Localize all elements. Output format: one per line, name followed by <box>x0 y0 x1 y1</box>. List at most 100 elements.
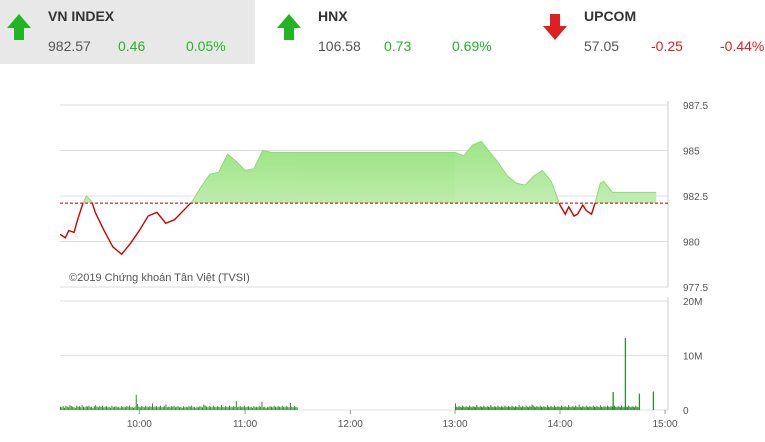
volume-bar <box>629 406 631 410</box>
volume-bar <box>66 406 68 410</box>
volume-bar <box>511 405 513 410</box>
ticker-name: UPCOM <box>584 8 637 24</box>
volume-bar <box>233 406 235 410</box>
x-tick-label: 15:00 <box>652 419 677 430</box>
volume-bar <box>193 406 195 410</box>
volume-bar <box>472 406 474 410</box>
volume-bar <box>510 407 512 410</box>
volume-bar <box>564 406 566 410</box>
volume-bar <box>515 406 517 410</box>
volume-bar <box>616 407 618 410</box>
volume-bar <box>478 407 480 410</box>
volume-bar <box>215 407 217 410</box>
volume-bar <box>457 407 459 410</box>
volume-bar <box>525 405 527 410</box>
volume-bar <box>499 407 501 410</box>
ticker-hnx[interactable]: HNX 106.58 0.73 0.69% <box>270 0 525 64</box>
volume-bar <box>151 403 153 410</box>
volume-bar <box>563 407 565 410</box>
volume-bar <box>204 405 206 410</box>
volume-bar <box>127 406 129 410</box>
volume-bar <box>137 404 139 410</box>
volume-bar <box>95 405 97 410</box>
volume-bar <box>291 406 293 410</box>
lunch-break-area <box>298 152 455 204</box>
volume-bar <box>265 407 267 410</box>
volume-bar <box>226 406 228 410</box>
volume-bar <box>595 407 597 410</box>
volume-bar <box>601 406 603 410</box>
volume-bar <box>133 407 135 410</box>
ticker-change: 0.46 <box>118 38 146 54</box>
volume-bar <box>551 406 553 410</box>
volume-bar <box>130 407 132 410</box>
volume-bar <box>615 406 617 410</box>
volume-bar <box>174 407 176 410</box>
ticker-upcom[interactable]: UPCOM 57.05 -0.25 -0.44% <box>536 0 765 64</box>
volume-bar <box>579 406 581 410</box>
volume-bar <box>212 405 214 410</box>
volume-bar <box>141 406 143 410</box>
volume-bar <box>480 406 482 410</box>
volume-bar <box>491 406 493 410</box>
volume-bar <box>145 405 147 410</box>
volume-bar <box>161 407 163 410</box>
volume-bar <box>296 407 298 410</box>
volume-bar <box>544 406 546 410</box>
volume-bar <box>246 406 248 410</box>
volume-bar <box>549 407 551 410</box>
volume-bar <box>165 404 167 410</box>
volume-bar <box>118 406 120 410</box>
volume-bar <box>191 405 193 410</box>
volume-bar <box>218 406 220 410</box>
volume-bar <box>168 406 170 410</box>
volume-bar <box>465 406 467 410</box>
volume-bar <box>576 406 578 410</box>
price-y-tick-label: 980 <box>683 238 700 249</box>
volume-bar <box>87 406 89 410</box>
volume-bar <box>156 406 158 410</box>
volume-bar <box>505 406 507 410</box>
volume-bar <box>184 407 186 410</box>
volume-bar <box>625 406 627 410</box>
volume-bar <box>222 406 224 410</box>
volume-bar <box>548 406 550 410</box>
x-tick-label: 12:00 <box>338 419 363 430</box>
volume-bar <box>619 407 621 410</box>
volume-bar <box>559 407 561 410</box>
volume-bar <box>122 407 124 410</box>
volume-bar <box>582 406 584 410</box>
volume-bar <box>522 406 524 410</box>
volume-bar <box>635 405 637 410</box>
volume-y-tick-label: 10M <box>683 352 702 363</box>
volume-bar <box>585 405 587 410</box>
volume-bar <box>262 407 264 410</box>
volume-bar <box>257 407 259 410</box>
volume-bar <box>634 407 636 410</box>
volume-bar <box>605 407 607 410</box>
ticker-vn-index[interactable]: VN INDEX 982.57 0.46 0.05% <box>0 0 255 64</box>
volume-bar <box>573 407 575 410</box>
volume-bar <box>598 407 600 410</box>
volume-bar <box>70 406 72 410</box>
volume-bar <box>546 405 548 410</box>
volume-bar <box>224 406 226 410</box>
volume-bar <box>508 406 510 410</box>
volume-bar <box>566 407 568 410</box>
volume-bar <box>552 407 554 410</box>
volume-bar <box>490 405 492 410</box>
volume-bar <box>60 406 61 410</box>
volume-bar <box>583 406 585 410</box>
volume-bar <box>275 406 277 410</box>
volume-bar <box>216 406 218 410</box>
volume-bar <box>277 406 279 410</box>
volume-bar <box>597 406 599 410</box>
volume-bar <box>119 407 121 410</box>
volume-bar <box>630 407 632 410</box>
volume-bar <box>110 407 112 410</box>
volume-bar <box>172 406 174 410</box>
volume-bar <box>281 405 283 410</box>
volume-bar <box>287 406 289 410</box>
volume-bar <box>105 406 107 410</box>
volume-bar <box>575 405 577 410</box>
